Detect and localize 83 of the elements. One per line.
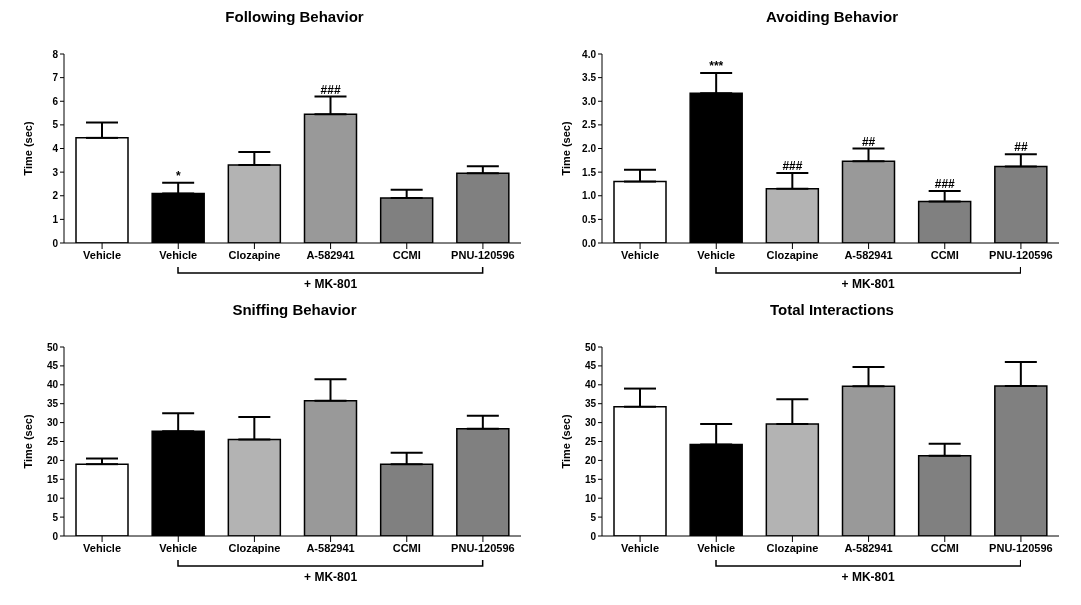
y-tick-label: 5 (52, 119, 59, 131)
y-tick-label: 0.5 (581, 213, 596, 225)
y-tick-label: 30 (584, 417, 596, 429)
y-tick-label: 5 (589, 511, 596, 523)
x-tick-label: Vehicle (620, 248, 659, 261)
annotation: ### (934, 177, 955, 192)
annotation: *** (708, 58, 724, 73)
y-tick-label: 10 (46, 492, 59, 504)
y-tick-label: 1.5 (581, 166, 596, 178)
y-tick-label: 50 (46, 341, 59, 353)
y-tick-label: 25 (46, 436, 59, 448)
x-tick-label: Vehicle (83, 541, 122, 554)
y-tick-label: 1.0 (581, 190, 596, 202)
y-tick-label: 3.0 (581, 95, 596, 107)
y-tick-label: 1 (52, 213, 59, 225)
y-tick-label: 25 (584, 436, 596, 448)
x-tick-label: Vehicle (83, 248, 122, 261)
y-tick-label: 3 (52, 166, 59, 178)
y-tick-label: 20 (46, 454, 59, 466)
y-tick-label: 30 (46, 417, 59, 429)
y-tick-label: 0 (52, 237, 59, 249)
y-tick-label: 4.0 (581, 48, 596, 60)
chart-title: Following Behavior (224, 8, 365, 27)
annotation: ### (781, 159, 803, 174)
y-tick-label: 6 (52, 95, 59, 107)
x-tick-label: A-582941 (843, 541, 893, 554)
y-tick-label: 40 (584, 379, 596, 391)
text: + MK-801 (840, 570, 896, 584)
x-tick-label: PNU-120596 (451, 248, 515, 261)
x-tick-label: Clozapine (765, 248, 818, 261)
annotation: ### (320, 82, 341, 97)
y-tick-label: 2.5 (581, 119, 596, 131)
x-tick-label: Vehicle (159, 248, 198, 261)
x-tick-label: CCMI (930, 541, 959, 554)
y-tick-label: 45 (46, 360, 59, 372)
y-tick-label: 15 (584, 473, 596, 485)
annotation: ## (1013, 140, 1028, 155)
x-tick-label: CCMI (392, 248, 421, 261)
x-tick-label: CCMI (930, 248, 959, 261)
x-tick-label: Vehicle (620, 541, 659, 554)
y-tick-label: 0 (589, 530, 596, 542)
y-tick-label: 0 (52, 530, 59, 542)
annotation: ## (861, 134, 876, 149)
y-tick-label: 7 (52, 72, 59, 84)
y-tick-label: 35 (584, 398, 596, 410)
x-tick-label: A-582941 (306, 541, 355, 554)
annotation: * (175, 168, 181, 183)
y-tick-label: 40 (46, 379, 59, 391)
y-tick-label: 5 (52, 511, 59, 523)
chart-title: Total Interactions (769, 301, 895, 320)
x-tick-label: Vehicle (696, 541, 735, 554)
x-tick-label: Clozapine (228, 541, 281, 554)
y-tick-label: 8 (52, 48, 59, 60)
y-tick-label: 2 (52, 190, 59, 202)
y-tick-label: 45 (584, 360, 596, 372)
y-axis-title: Time (sec) (21, 121, 34, 176)
y-axis-title: Time (sec) (559, 414, 572, 469)
y-tick-label: 2.0 (581, 143, 596, 155)
x-tick-label: Vehicle (159, 541, 198, 554)
y-tick-label: 4 (52, 143, 59, 155)
x-tick-label: Clozapine (228, 248, 281, 261)
x-tick-label: PNU-120596 (451, 541, 515, 554)
x-tick-label: A-582941 (306, 248, 355, 261)
x-tick-label: PNU-120596 (988, 541, 1053, 554)
text: + MK-801 (303, 277, 359, 291)
x-tick-label: CCMI (392, 541, 421, 554)
y-tick-label: 0.0 (581, 237, 596, 249)
x-tick-label: Clozapine (765, 541, 818, 554)
y-tick-label: 20 (584, 454, 596, 466)
y-tick-label: 3.5 (581, 72, 596, 84)
y-tick-label: 50 (584, 341, 596, 353)
x-tick-label: Vehicle (696, 248, 735, 261)
chart-title: Avoiding Behavior (765, 8, 899, 27)
x-tick-label: A-582941 (843, 248, 893, 261)
text: + MK-801 (303, 570, 359, 584)
y-axis-title: Time (sec) (21, 414, 34, 469)
y-tick-label: 15 (46, 473, 59, 485)
y-axis-title: Time (sec) (559, 121, 572, 176)
y-tick-label: 35 (46, 398, 59, 410)
text: + MK-801 (840, 277, 896, 291)
chart-title: Sniffing Behavior (231, 301, 358, 320)
y-tick-label: 10 (584, 492, 596, 504)
x-tick-label: PNU-120596 (988, 248, 1053, 261)
